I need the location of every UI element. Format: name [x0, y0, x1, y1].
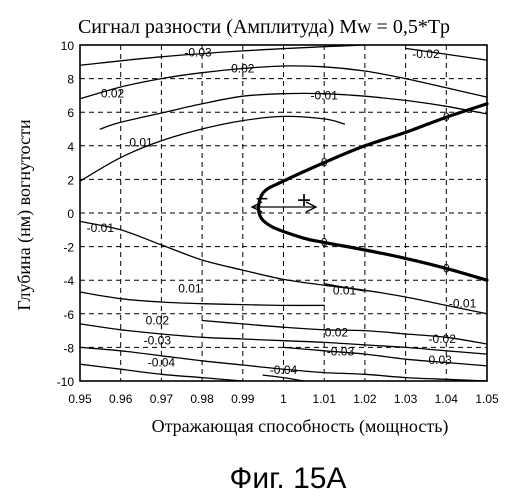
x-tick-label: 0.96 [109, 392, 133, 406]
contour-label: -0.01 [449, 297, 477, 311]
y-tick-label: -10 [57, 375, 75, 389]
y-tick-label: -2 [63, 241, 74, 255]
contour-label: 0.01 [129, 135, 153, 149]
x-tick-label: 0.97 [150, 392, 174, 406]
y-tick-label: 10 [61, 39, 75, 53]
x-tick-label: 1.04 [435, 392, 459, 406]
contour-label: 0 [321, 235, 328, 249]
contour-label: -0.03 [424, 353, 452, 367]
contour-label: 0.02 [101, 87, 125, 101]
contour-label: 0.02 [325, 325, 349, 339]
contour-line-zero [259, 104, 487, 280]
y-tick-label: -6 [63, 308, 74, 322]
x-tick-labels: 0.95 0.96 0.97 0.98 0.99 1 1.01 1.02 1.03 1.04 1.0… [68, 392, 499, 406]
contour-label: 0.02 [231, 62, 255, 76]
contour-label: 0 [321, 156, 328, 170]
y-tick-label: -4 [63, 274, 74, 288]
y-tick-label: 0 [67, 207, 74, 221]
contour-label: -0.04 [270, 363, 298, 377]
contour-label: -0.02 [412, 47, 440, 61]
y-tick-label: 8 [67, 73, 74, 87]
contour-label: 0.02 [146, 314, 170, 328]
x-tick-label: 1.02 [353, 392, 377, 406]
contour-line [284, 347, 488, 366]
x-tick-label: 0.99 [231, 392, 255, 406]
contour-label: -0.04 [148, 356, 176, 370]
x-tick-label: 0.98 [190, 392, 214, 406]
contour-label: -0.01 [311, 88, 339, 102]
x-tick-label: 1.03 [394, 392, 418, 406]
y-axis-label: Глубина (нм) вогнутости [14, 119, 35, 311]
contour-label: 0.01 [333, 283, 357, 297]
x-tick-label: 1.01 [313, 392, 337, 406]
chart-title: Сигнал разности (Амплитуда) Mw = 0,5*Tp [78, 16, 450, 38]
contour-label: 0 [443, 261, 450, 275]
x-axis-label: Отражающая способность (мощность) [152, 416, 449, 437]
x-tick-label: 1 [280, 392, 287, 406]
contour-label: 0.01 [178, 282, 202, 296]
y-tick-label: 4 [67, 140, 74, 154]
x-tick-label: 1.05 [475, 392, 499, 406]
y-tick-label: 2 [67, 173, 74, 187]
contour-line [80, 45, 365, 65]
contour-label: -0.03 [184, 46, 212, 60]
contour-label: -0.01 [87, 221, 115, 235]
y-tick-labels: 10 8 6 4 2 0 -2 -4 -6 -8 -10 [57, 39, 75, 389]
figure-caption: Фиг. 15А [230, 462, 347, 495]
contour-label: -0.03 [327, 345, 355, 359]
grid-lines [80, 45, 487, 381]
y-tick-label: -8 [63, 341, 74, 355]
contour-label: 0 [443, 110, 450, 124]
contour-label: -0.03 [144, 334, 172, 348]
x-tick-label: 0.95 [68, 392, 92, 406]
y-tick-label: 6 [67, 106, 74, 120]
contour-label: -0.02 [429, 332, 457, 346]
